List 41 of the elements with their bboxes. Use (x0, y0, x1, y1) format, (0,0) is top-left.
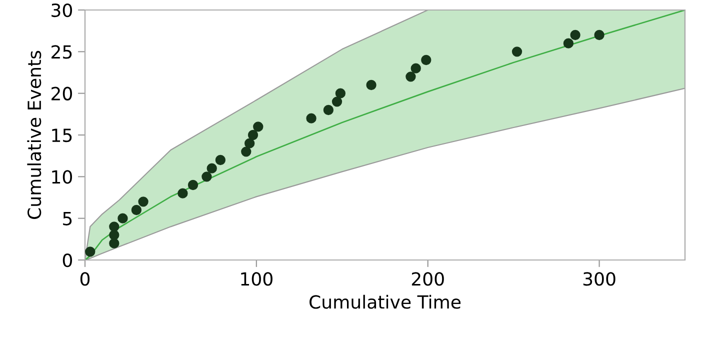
point (241, 146, 252, 157)
point (131, 204, 142, 216)
point (109, 222, 120, 232)
x-tick-label: 0 (80, 272, 90, 286)
x-tick-label: 100 (241, 272, 272, 286)
point (406, 72, 416, 82)
x-tick-label: 200 (412, 272, 444, 286)
y-tick-label: 20 (52, 86, 72, 100)
point (244, 138, 255, 148)
point (410, 63, 421, 74)
point (332, 96, 342, 107)
point (215, 154, 226, 166)
point (421, 54, 432, 66)
y-tick-label: 5 (63, 212, 72, 226)
y-tick-label: 30 (52, 3, 72, 18)
point (306, 113, 316, 124)
y-tick-label: 25 (52, 45, 72, 59)
point (366, 80, 376, 90)
point (178, 188, 188, 198)
point (570, 30, 580, 40)
point (253, 122, 264, 132)
point (188, 180, 198, 190)
point (202, 172, 212, 182)
point (118, 213, 128, 224)
y-tick-label: 0 (62, 253, 72, 268)
point (109, 230, 120, 240)
point (323, 104, 334, 116)
point (512, 46, 522, 57)
point (335, 88, 346, 98)
point (206, 163, 217, 174)
x-tick-label: 300 (583, 272, 616, 286)
point (563, 38, 574, 48)
y-tick-label: 15 (52, 128, 72, 142)
y-axis-title: Cumulative Events (27, 50, 42, 219)
point (138, 196, 148, 207)
point (248, 130, 258, 140)
x-axis-title: Cumulative Time (310, 294, 461, 309)
y-tick-label: 10 (52, 170, 72, 184)
point (594, 30, 604, 40)
point (85, 246, 96, 257)
point (109, 238, 120, 248)
